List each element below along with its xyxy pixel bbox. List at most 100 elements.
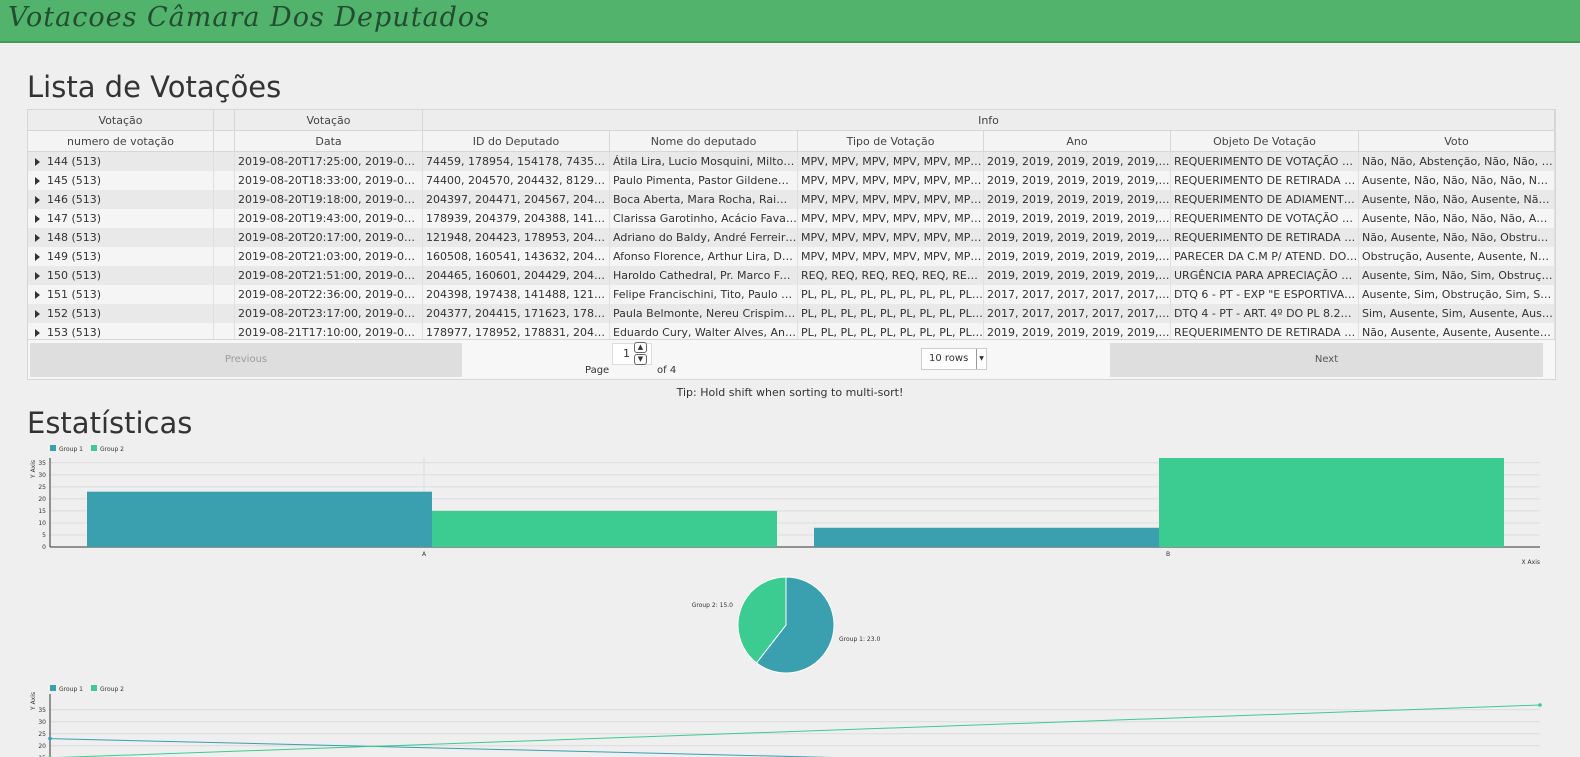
table-cell: Adriano do Baldy, André Ferreira, Ex...: [610, 228, 798, 247]
table-cell: 74400, 204570, 204432, 81297, 141...: [423, 171, 610, 190]
table-row[interactable]: 148 (513) 2019-08-20T20:17:00, 2019-08-20…: [28, 228, 1555, 247]
table-cell: MPV, MPV, MPV, MPV, MPV, MPV, MP...: [798, 152, 984, 171]
expand-row-icon[interactable]: [35, 310, 40, 318]
legend-label: Group 2: [100, 686, 124, 693]
page-up-icon[interactable]: ▲: [634, 342, 647, 353]
y-tick-label: 20: [38, 743, 46, 750]
expand-row-icon[interactable]: [35, 196, 40, 204]
table-cell: [214, 247, 235, 266]
col-header-tipo-votacao[interactable]: Tipo de Votação: [798, 131, 984, 152]
table-cell: Paula Belmonte, Nereu Crispim, Fab...: [610, 304, 798, 323]
table-row[interactable]: 145 (513) 2019-08-20T18:33:00, 2019-08-20…: [28, 171, 1555, 190]
table-cell: 2017, 2017, 2017, 2017, 2017, 2017,...: [984, 304, 1171, 323]
votes-table: Votação Votação Info numero de votação D…: [27, 109, 1556, 380]
legend-label: Group 1: [59, 686, 83, 693]
expand-row-icon[interactable]: [35, 272, 40, 280]
col-header-objeto-votacao[interactable]: Objeto De Votação: [1171, 131, 1359, 152]
pagination: Previous Page 1 ▲ ▼ of 4 10 rows ▼ Next: [28, 339, 1555, 379]
table-cell: 204465, 160601, 204429, 204502, 1...: [423, 266, 610, 285]
table-cell: [214, 171, 235, 190]
table-row[interactable]: 144 (513) 2019-08-20T17:25:00, 2019-08-20…: [28, 152, 1555, 171]
table-cell: 2019, 2019, 2019, 2019, 2019, 2019,...: [984, 209, 1171, 228]
table-row[interactable]: 152 (513) 2019-08-20T23:17:00, 2019-08-20…: [28, 304, 1555, 323]
group-header-spacer: [214, 110, 235, 131]
col-header-numero[interactable]: numero de votação: [28, 131, 214, 152]
table-cell: 178939, 204379, 204388, 141458, 2...: [423, 209, 610, 228]
y-tick-label: 30: [38, 719, 46, 726]
group-header-votacao-2: Votação: [235, 110, 423, 131]
table-row[interactable]: 149 (513) 2019-08-20T21:03:00, 2019-08-20…: [28, 247, 1555, 266]
y-tick-label: 20: [38, 496, 46, 503]
table-cell: 146 (513): [28, 190, 214, 209]
expand-row-icon[interactable]: [35, 329, 40, 337]
chevron-down-icon: ▼: [976, 349, 986, 369]
next-button[interactable]: Next: [1110, 343, 1543, 377]
expand-row-icon[interactable]: [35, 234, 40, 242]
table-row[interactable]: 147 (513) 2019-08-20T19:43:00, 2019-08-20…: [28, 209, 1555, 228]
legend-swatch: [50, 445, 56, 451]
table-cell: 2017, 2017, 2017, 2017, 2017, 2017,...: [984, 285, 1171, 304]
y-tick-label: 35: [38, 707, 46, 714]
table-cell: 149 (513): [28, 247, 214, 266]
expand-row-icon[interactable]: [35, 291, 40, 299]
table-cell: MPV, MPV, MPV, MPV, MPV, MPV, MP...: [798, 228, 984, 247]
y-tick-label: 30: [38, 472, 46, 479]
table-cell: 2019-08-20T21:51:00, 2019-08-20T2...: [235, 266, 423, 285]
table-cell: REQUERIMENTO DE ADIAMENTO DA...: [1171, 190, 1359, 209]
col-header-ano[interactable]: Ano: [984, 131, 1171, 152]
page-down-icon[interactable]: ▼: [634, 354, 647, 365]
table-cell: Obstrução, Ausente, Ausente, Não, ...: [1359, 247, 1555, 266]
table-row[interactable]: 151 (513) 2019-08-20T22:36:00, 2019-08-20…: [28, 285, 1555, 304]
bar: [87, 491, 432, 547]
col-header-spacer[interactable]: [214, 131, 235, 152]
stats-title: Estatísticas: [27, 406, 193, 440]
x-tick-label: B: [1166, 551, 1170, 558]
table-cell: 2019-08-20T18:33:00, 2019-08-20T1...: [235, 171, 423, 190]
table-row[interactable]: 153 (513) 2019-08-21T17:10:00, 2019-08-2 1…: [28, 323, 1555, 342]
table-cell: MPV, MPV, MPV, MPV, MPV, MPV, MP...: [798, 247, 984, 266]
previous-button[interactable]: Previous: [30, 343, 462, 377]
col-header-id-deputado[interactable]: ID do Deputado: [423, 131, 610, 152]
group-header-votacao: Votação: [28, 110, 214, 131]
table-cell: MPV, MPV, MPV, MPV, MPV, MPV, MP...: [798, 171, 984, 190]
table-cell: 144 (513): [28, 152, 214, 171]
y-tick-label: 5: [42, 532, 46, 539]
table-cell: 2019-08-20T19:43:00, 2019-08-20T1...: [235, 209, 423, 228]
table-cell: Eduardo Cury, Walter Alves, André A...: [610, 323, 798, 342]
expand-row-icon[interactable]: [35, 177, 40, 185]
table-row[interactable]: 146 (513) 2019-08-20T19:18:00, 2019-08-20…: [28, 190, 1555, 209]
group-header-info: Info: [423, 110, 1555, 131]
col-header-voto[interactable]: Voto: [1359, 131, 1555, 152]
table-cell: Boca Aberta, Mara Rocha, Raimundo...: [610, 190, 798, 209]
table-cell: 2019-08-20T23:17:00, 2019-08-20T2...: [235, 304, 423, 323]
table-cell: Afonso Florence, Arthur Lira, Doming...: [610, 247, 798, 266]
series-line: [49, 738, 833, 757]
table-row[interactable]: 150 (513) 2019-08-20T21:51:00, 2019-08-20…: [28, 266, 1555, 285]
table-cell: [214, 209, 235, 228]
table-cell: 74459, 178954, 154178, 74352, 204...: [423, 152, 610, 171]
expand-row-icon[interactable]: [35, 253, 40, 261]
table-cell: [214, 285, 235, 304]
table-cell: REQUERIMENTO DE VOTAÇÃO NOM...: [1171, 152, 1359, 171]
table-cell: 2019-08-20T20:17:00, 2019-08-20T2...: [235, 228, 423, 247]
table-cell: 2019-08-20T19:18:00, 2019-08-20T1...: [235, 190, 423, 209]
table-cell: Ausente, Sim, Não, Sim, Obstrução, S...: [1359, 266, 1555, 285]
table-cell: 148 (513): [28, 228, 214, 247]
table-cell: 151 (513): [28, 285, 214, 304]
rows-per-page-select[interactable]: 10 rows ▼: [921, 348, 987, 370]
table-cell: 204377, 204415, 171623, 178925, 2...: [423, 304, 610, 323]
table-cell: 152 (513): [28, 304, 214, 323]
table-cell: PL, PL, PL, PL, PL, PL, PL, PL, PL, PL,.…: [798, 304, 984, 323]
col-header-data[interactable]: Data: [235, 131, 423, 152]
pie-label: Group 1: 23.0: [839, 636, 880, 643]
table-cell: 2019, 2019, 2019, 2019, 2019, 2019,...: [984, 152, 1171, 171]
table-cell: 2019, 2019, 2019, 2019, 2019, 2019,...: [984, 171, 1171, 190]
y-tick-label: 15: [38, 755, 46, 757]
table-cell: DTQ 4 - PT - ART. 4º DO PL 8.240/17...: [1171, 304, 1359, 323]
y-tick-label: 25: [38, 731, 46, 738]
col-header-nome-deputado[interactable]: Nome do deputado: [610, 131, 798, 152]
expand-row-icon[interactable]: [35, 215, 40, 223]
table-cell: 2019-08-20T22:36:00, 2019-08-20T2...: [235, 285, 423, 304]
table-cell: [214, 323, 235, 342]
expand-row-icon[interactable]: [35, 158, 40, 166]
